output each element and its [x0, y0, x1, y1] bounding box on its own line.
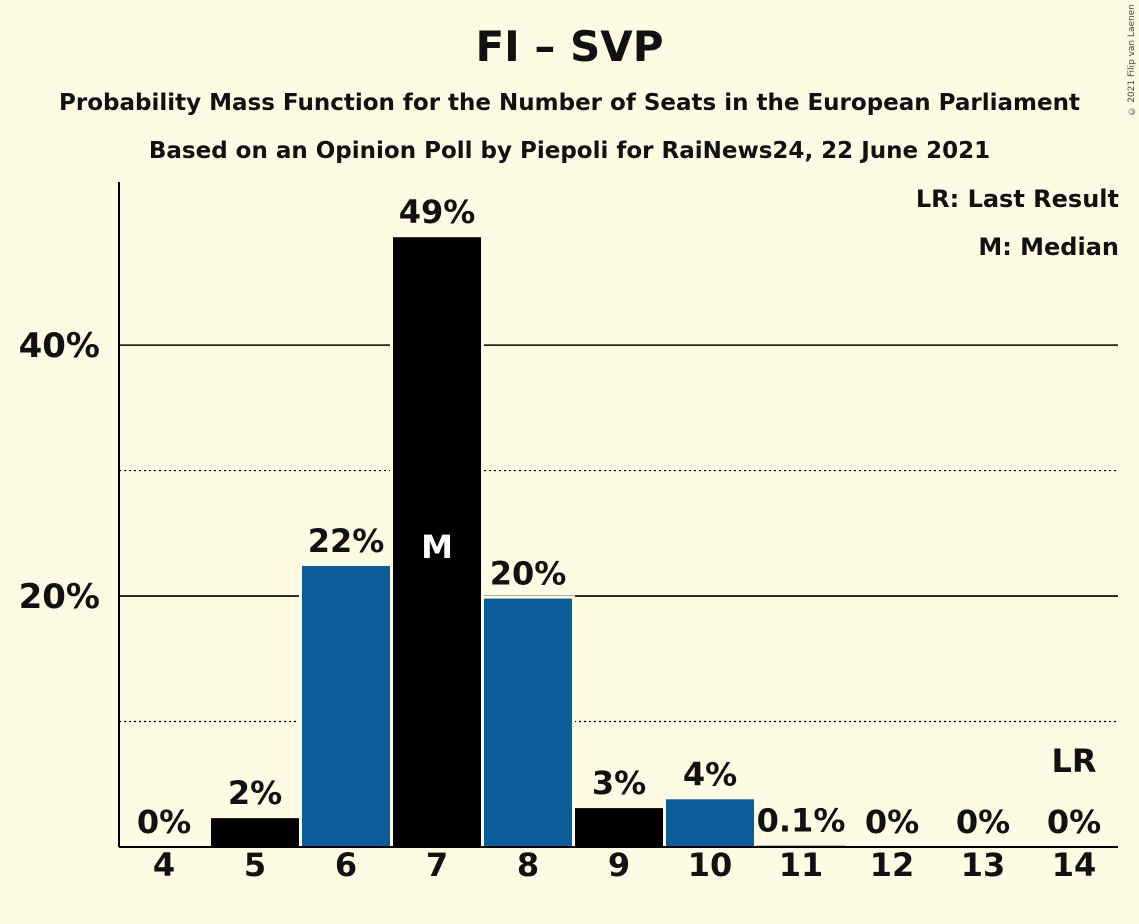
bar-7 — [393, 237, 481, 848]
x-tick-label-5: 5 — [244, 846, 266, 884]
x-tick-label-14: 14 — [1052, 846, 1097, 884]
bar-halo — [754, 842, 848, 847]
data-label-10: 4% — [683, 755, 737, 793]
x-tick-label-10: 10 — [688, 846, 733, 884]
x-tick-label-8: 8 — [517, 846, 539, 884]
x-tick-label-11: 11 — [779, 846, 824, 884]
bar-5 — [211, 818, 299, 847]
x-tick-label-7: 7 — [426, 846, 448, 884]
chart-source: Based on an Opinion Poll by Piepoli for … — [148, 138, 991, 164]
data-label-12: 0% — [865, 803, 919, 841]
x-tick-label-4: 4 — [153, 846, 175, 884]
data-label-14: 0% — [1047, 803, 1101, 841]
data-label-13: 0% — [956, 803, 1010, 841]
chart-subtitle: Probability Mass Function for the Number… — [59, 90, 1080, 116]
data-label-5: 2% — [228, 774, 282, 812]
legend-median: M: Median — [978, 233, 1119, 261]
data-label-7: 49% — [399, 193, 476, 231]
median-marker: M — [421, 528, 453, 566]
x-tick-label-13: 13 — [961, 846, 1006, 884]
bar-9 — [575, 808, 663, 847]
y-tick-label: 40% — [19, 326, 100, 366]
chart-title: FI – SVP — [475, 22, 664, 71]
data-label-4: 0% — [137, 803, 191, 841]
x-tick-label-12: 12 — [870, 846, 915, 884]
data-label-6: 22% — [308, 522, 385, 560]
bar-8 — [484, 598, 572, 847]
legend-last-result: LR: Last Result — [915, 185, 1119, 213]
data-label-9: 3% — [592, 764, 646, 802]
data-label-11: 0.1% — [757, 802, 846, 840]
x-tick-label-9: 9 — [608, 846, 630, 884]
bar-6 — [302, 565, 390, 847]
data-label-8: 20% — [490, 555, 567, 593]
last-result-marker: LR — [1051, 742, 1096, 780]
x-tick-label-6: 6 — [335, 846, 357, 884]
bar-10 — [666, 799, 754, 847]
y-tick-label: 20% — [19, 577, 100, 617]
